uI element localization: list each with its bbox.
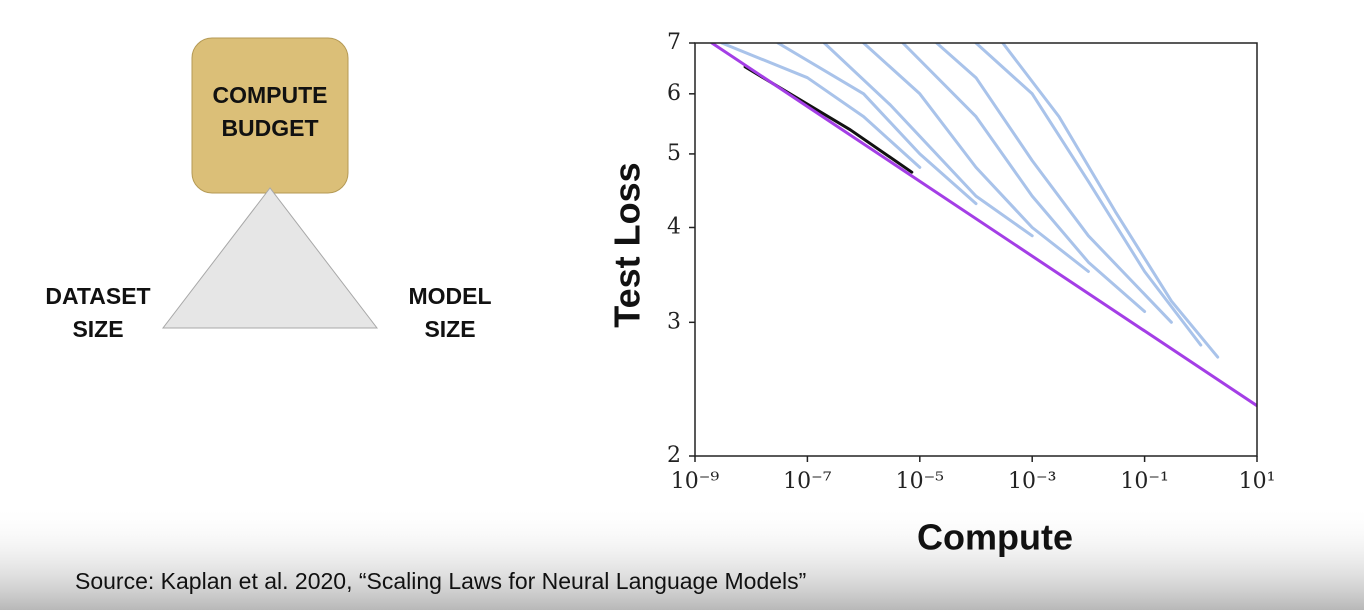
x-tick-label: 10¹: [1239, 469, 1276, 494]
series-line: [776, 43, 978, 206]
dataset-label: DATASET: [45, 283, 150, 309]
budget-label: COMPUTE: [213, 82, 328, 108]
series-line: [862, 43, 1090, 273]
plot-frame: [694, 42, 1258, 457]
dataset-label: SIZE: [72, 316, 123, 342]
source-note: Source: Kaplan et al. 2020, “Scaling Law…: [75, 568, 806, 594]
series-line: [1001, 43, 1220, 359]
series-line: [901, 43, 1147, 313]
y-tick-label: 5: [667, 141, 681, 166]
budget-label: BUDGET: [221, 115, 318, 141]
x-tick-label: 10⁻¹: [1120, 469, 1168, 494]
y-tick-label: 3: [667, 309, 681, 334]
model-label: SIZE: [424, 316, 475, 342]
y-tick-label: 2: [667, 443, 681, 468]
x-tick-label: 10⁻⁵: [896, 469, 944, 494]
series-line: [710, 43, 1257, 408]
series-line: [720, 43, 922, 169]
x-tick-label: 10⁻⁷: [783, 469, 832, 494]
triangle: [161, 187, 379, 329]
y-axis-label: Test Loss: [607, 162, 648, 327]
x-tick-label: 10⁻⁹: [671, 469, 720, 494]
series-line: [935, 43, 1173, 324]
x-axis-label: Compute: [917, 517, 1073, 558]
plot-area: [710, 43, 1257, 408]
y-tick-label: 7: [667, 30, 681, 55]
y-tick-label: 4: [667, 214, 681, 239]
series-line: [822, 43, 1034, 238]
footer-band: [0, 505, 1364, 610]
series-line: [974, 43, 1203, 347]
y-tick-label: 6: [667, 81, 681, 106]
model-label: MODEL: [408, 283, 491, 309]
x-tick-label: 10⁻³: [1008, 469, 1056, 494]
